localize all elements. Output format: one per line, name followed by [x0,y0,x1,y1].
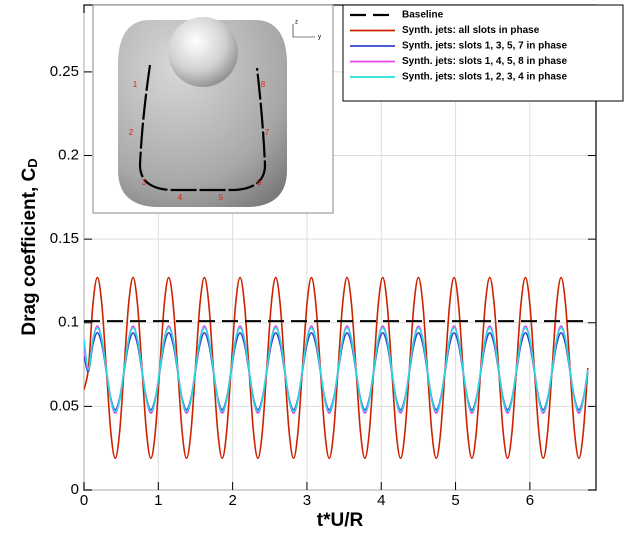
y-tick-label: 0.15 [50,230,79,247]
y-tick-label: 0.1 [58,314,79,331]
y-tick-label: 0.05 [50,397,79,414]
x-tick-label: 1 [154,492,162,509]
slot-label: 7 [265,128,270,137]
x-tick-label: 3 [303,492,311,509]
slot-label: 5 [219,193,224,202]
legend: Baseline Synth. jets: all slots in phase S… [343,5,623,101]
x-tick-label: 2 [228,492,236,509]
legend-label: Synth. jets: slots 1, 2, 3, 4 in phase [402,72,567,83]
x-tick-label: 4 [377,492,385,509]
x-axis-title: t*U/R [317,510,364,531]
y-axis-title: Drag coefficient, CD [19,158,40,335]
y-tick-label: 0 [71,481,79,498]
x-tick-label: 5 [451,492,459,509]
y-axis-title-main: Drag coefficient, C [19,167,40,335]
slot-label: 3 [142,178,147,187]
sphere [168,17,238,87]
chart: 0 0.05 0.1 0.15 0.2 0.25 0 1 2 3 4 5 6 1 2 3 4 5 6 7 8 z y t*… [0,0,638,535]
slot-label: 6 [257,178,262,187]
slot-label: 1 [133,80,138,89]
y-axis-title-sub: D [25,158,40,167]
legend-box [343,5,623,101]
inset-axis-label: z [295,20,298,26]
legend-label: Synth. jets: slots 1, 3, 5, 7 in phase [402,41,567,52]
slot-label: 8 [261,80,266,89]
inset [93,5,333,213]
y-tick-label: 0.2 [58,146,79,163]
slot-label: 2 [129,128,134,137]
y-tick-label: 0.25 [50,63,79,80]
slot-label: 4 [178,193,183,202]
x-tick-label: 0 [80,492,88,509]
legend-label: Synth. jets: slots 1, 4, 5, 8 in phase [402,56,567,67]
legend-label: Baseline [402,10,444,21]
x-tick-label: 6 [526,492,534,509]
legend-label: Synth. jets: all slots in phase [402,25,540,36]
inset-axis-label: y [318,35,321,41]
